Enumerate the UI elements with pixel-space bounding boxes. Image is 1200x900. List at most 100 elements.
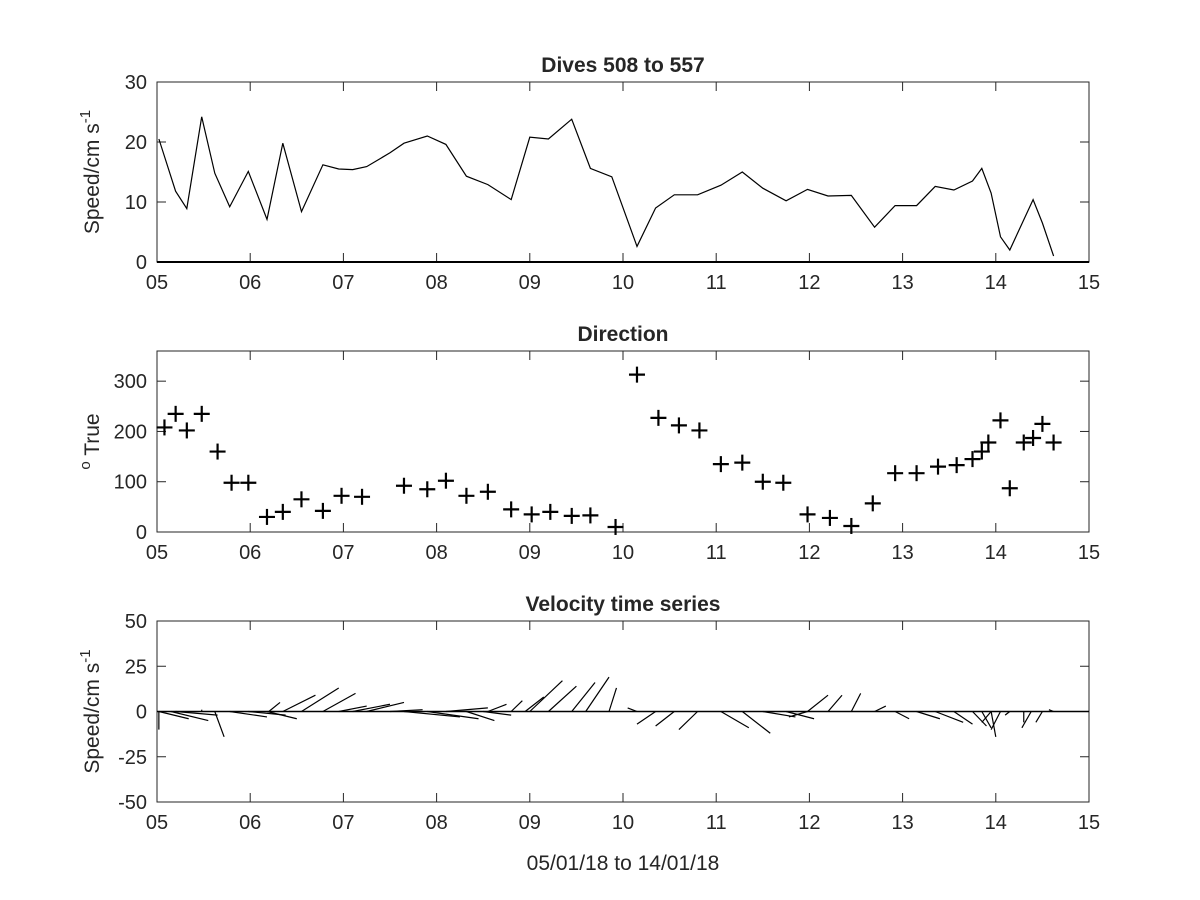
x-tick-label: 14: [985, 542, 1007, 564]
y-tick-label: 0: [136, 702, 147, 724]
x-tick-label: 09: [519, 272, 541, 294]
data-point-marker: [607, 518, 624, 535]
velocity-stick: [403, 710, 460, 718]
data-point-marker: [1034, 415, 1051, 432]
data-point-marker: [973, 443, 990, 460]
data-point-marker: [628, 366, 645, 383]
velocity-stick: [636, 711, 656, 725]
x-tick-label: 10: [612, 272, 634, 294]
velocity-stick: [1004, 711, 1011, 716]
data-point-marker: [258, 508, 275, 525]
velocity-stick: [170, 710, 209, 722]
x-tick-label: 15: [1078, 542, 1100, 564]
data-point-marker: [167, 405, 184, 422]
velocity-stick: [571, 682, 596, 712]
velocity-stick: [655, 711, 675, 727]
data-point-marker: [1001, 480, 1018, 497]
y-axis-label: o True: [77, 413, 104, 469]
data-point-marker: [419, 481, 436, 498]
x-tick-label: 05: [146, 272, 168, 294]
data-point-marker: [864, 495, 881, 512]
velocity-stick: [788, 710, 808, 718]
x-tick-label: 08: [425, 272, 447, 294]
velocity-stick: [990, 711, 1001, 730]
x-tick-label: 09: [519, 542, 541, 564]
x-tick-label: 07: [332, 812, 354, 834]
axes-box: [156, 81, 1090, 263]
chart-title: Direction: [577, 323, 668, 346]
x-tick-label: 05: [146, 812, 168, 834]
velocity-stick: [524, 696, 545, 712]
velocity-stick: [427, 710, 479, 720]
data-point-marker: [908, 465, 925, 482]
velocity-stick: [301, 687, 340, 713]
y-tick-label: 20: [125, 132, 147, 154]
data-point-marker: [437, 472, 454, 489]
velocity-stick: [953, 711, 973, 725]
data-point-marker: [479, 483, 496, 500]
y-axis-label: Speed/cm s-1: [77, 110, 104, 234]
velocity-stick: [466, 710, 495, 722]
data-point-marker: [930, 458, 947, 475]
velocity-stick: [850, 693, 862, 712]
velocity-stick: [1021, 711, 1032, 729]
data-point-marker: [178, 422, 195, 439]
data-point-marker: [193, 405, 210, 422]
velocity-stick: [608, 687, 618, 712]
velocity-stick: [916, 710, 941, 720]
x-tick-label: 11: [706, 812, 727, 834]
velocity-stick: [981, 711, 992, 723]
velocity-stick: [935, 710, 964, 723]
velocity-stick: [214, 711, 225, 738]
velocity-stick: [827, 694, 843, 712]
velocity-stick: [585, 676, 610, 712]
x-tick-label: 10: [612, 542, 634, 564]
velocity-stick: [981, 711, 992, 729]
velocity-stick: [807, 694, 829, 712]
data-point-marker: [156, 419, 173, 436]
data-point-marker: [209, 443, 226, 460]
velocity-stick: [785, 710, 815, 720]
velocity-stick: [268, 701, 281, 712]
x-tick-label: 06: [239, 812, 261, 834]
velocity-stick: [510, 700, 523, 712]
velocity-stick: [741, 711, 771, 734]
panel-2: Direction 05 06 07 08 09 10 11 12 13 14 15 0 100 200 30…: [77, 323, 1100, 564]
data-point-marker: [712, 456, 729, 473]
y-axis-label: Speed/cm s-1: [77, 649, 104, 773]
data-point-marker: [821, 509, 838, 526]
data-point-marker: [542, 503, 559, 520]
x-tick-label: 09: [519, 812, 541, 834]
data-point-marker: [754, 473, 771, 490]
y-tick-label: 10: [125, 192, 147, 214]
velocity-stick: [445, 707, 488, 713]
y-axis-label-superscript: -1: [77, 649, 94, 662]
data-point-marker: [691, 422, 708, 439]
x-tick-label: 13: [891, 272, 913, 294]
x-tick-label: 12: [798, 272, 820, 294]
velocity-stick: [720, 710, 750, 729]
velocity-stick: [175, 710, 218, 716]
data-point-marker: [992, 412, 1009, 429]
y-axis-label-superscript: -1: [77, 110, 94, 123]
x-tick-label: 15: [1078, 272, 1100, 294]
data-point-marker: [734, 454, 751, 471]
data-point-marker: [240, 474, 257, 491]
data-point-marker: [843, 517, 860, 534]
velocity-stick: [229, 710, 268, 718]
data-point-marker: [948, 457, 965, 474]
velocity-stick: [483, 710, 512, 716]
x-tick-label: 10: [612, 812, 634, 834]
y-tick-label: 200: [114, 421, 147, 443]
y-tick-label: -25: [118, 747, 147, 769]
x-tick-label: 13: [891, 542, 913, 564]
data-point-marker: [274, 503, 291, 520]
velocity-stick: [158, 710, 189, 720]
y-tick-label: 300: [114, 371, 147, 393]
velocity-stick: [266, 710, 297, 720]
data-point-marker: [887, 465, 904, 482]
x-tick-label: 14: [985, 272, 1007, 294]
y-tick-label: 25: [125, 656, 147, 678]
data-point-marker: [458, 487, 475, 504]
y-axis-label-main: True: [81, 413, 104, 461]
